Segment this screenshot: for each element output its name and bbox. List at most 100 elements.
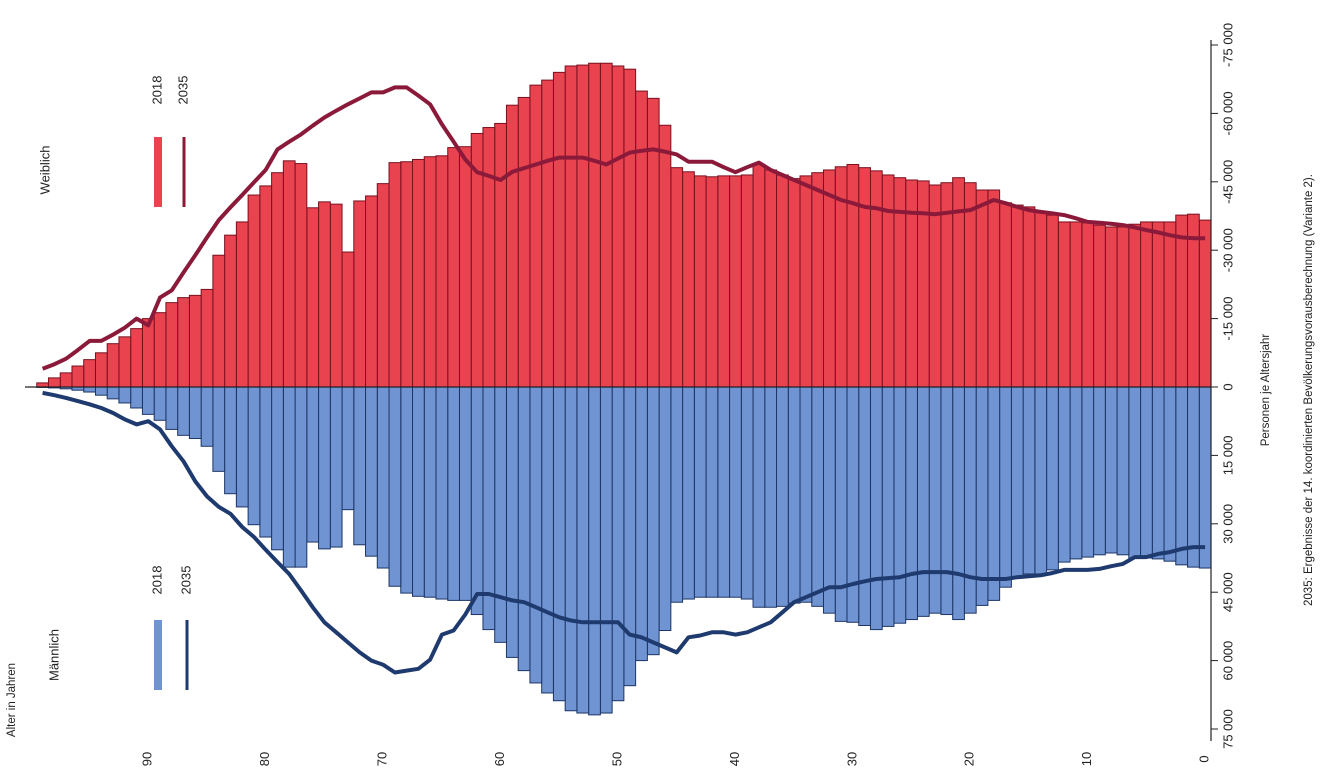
bar <box>188 294 202 388</box>
bar <box>517 386 531 672</box>
bar <box>952 386 965 621</box>
bar <box>881 174 895 388</box>
bar <box>235 386 249 508</box>
bar <box>353 200 367 388</box>
bar <box>1022 386 1036 575</box>
bar <box>869 386 883 631</box>
bar <box>764 169 778 388</box>
bar <box>916 386 930 617</box>
bar <box>599 62 613 388</box>
bar <box>318 201 331 388</box>
bar <box>811 386 824 607</box>
bar <box>447 147 460 388</box>
bar <box>987 386 1001 601</box>
bar <box>588 62 601 388</box>
x-tick-label: 20 <box>962 752 977 766</box>
bar <box>623 68 637 388</box>
bar <box>1081 222 1095 388</box>
bar <box>729 386 742 598</box>
bar <box>36 382 49 388</box>
bar <box>153 386 167 421</box>
bar <box>376 386 390 569</box>
bar <box>1069 221 1083 388</box>
bar <box>693 386 707 598</box>
bar <box>494 122 507 388</box>
bar <box>1104 386 1118 554</box>
bar <box>130 328 143 388</box>
bar <box>599 386 613 714</box>
bar <box>987 189 1001 388</box>
legend-group: Männlich <box>46 629 61 681</box>
bar <box>822 169 836 388</box>
bar <box>1151 386 1165 560</box>
bar <box>1046 214 1059 388</box>
bar <box>259 185 273 388</box>
bar <box>247 194 261 388</box>
bar <box>435 386 449 600</box>
y-tick-label: 15 000 <box>1220 436 1235 476</box>
y-tick-label: -45 000 <box>1220 160 1235 204</box>
bar <box>271 386 284 551</box>
bar <box>83 359 96 388</box>
note: 2035: Ergebnisse der 14. koordinierten B… <box>1303 174 1315 606</box>
bar <box>200 288 214 388</box>
bar <box>635 90 648 388</box>
bar <box>1163 386 1177 562</box>
bar <box>71 365 85 388</box>
y-tick-label: -30 000 <box>1220 228 1235 272</box>
bar <box>1175 214 1189 388</box>
bar <box>670 167 684 388</box>
bar <box>646 97 660 388</box>
legend-swatch <box>154 137 162 207</box>
bar <box>59 372 73 388</box>
bar <box>787 386 801 604</box>
bar <box>822 386 836 614</box>
legend-label: 2035 <box>175 76 190 105</box>
bar <box>611 386 625 702</box>
bar <box>764 386 778 608</box>
bar <box>717 386 731 598</box>
bar <box>1081 386 1095 558</box>
bar <box>47 377 61 388</box>
bar <box>306 386 320 543</box>
bar <box>1116 226 1130 388</box>
bar <box>1022 206 1036 388</box>
y-tick-label: 45 000 <box>1220 572 1235 612</box>
bar <box>705 176 719 388</box>
bar <box>318 386 331 550</box>
bar <box>412 386 425 597</box>
bar <box>658 124 672 388</box>
legend-label: 2035 <box>178 566 193 595</box>
bar <box>776 386 789 607</box>
bar <box>1057 386 1071 563</box>
bar <box>576 64 590 388</box>
bar <box>717 175 731 388</box>
bar <box>1175 386 1189 566</box>
bar <box>1187 386 1200 568</box>
bar <box>294 386 308 568</box>
bar <box>306 207 320 388</box>
bar <box>611 65 625 388</box>
bar <box>1128 223 1142 388</box>
bar <box>282 386 296 568</box>
bar <box>811 172 824 388</box>
bar <box>541 79 554 388</box>
bar <box>682 386 695 600</box>
y-tick-label: -75 000 <box>1220 23 1235 67</box>
bar <box>353 386 367 546</box>
x-tick-label: 40 <box>727 752 742 766</box>
x-axis-label: Alter in Jahren <box>6 663 18 737</box>
line <box>41 85 1206 371</box>
bar <box>529 386 543 684</box>
bar <box>458 146 472 388</box>
bar <box>1151 221 1165 388</box>
bar <box>564 386 578 712</box>
bar <box>858 386 871 626</box>
bar <box>153 312 167 388</box>
bar <box>412 158 425 388</box>
y-tick-label: 0 <box>1220 383 1235 390</box>
bar <box>905 386 918 621</box>
bar <box>505 104 519 388</box>
bar <box>893 386 907 624</box>
